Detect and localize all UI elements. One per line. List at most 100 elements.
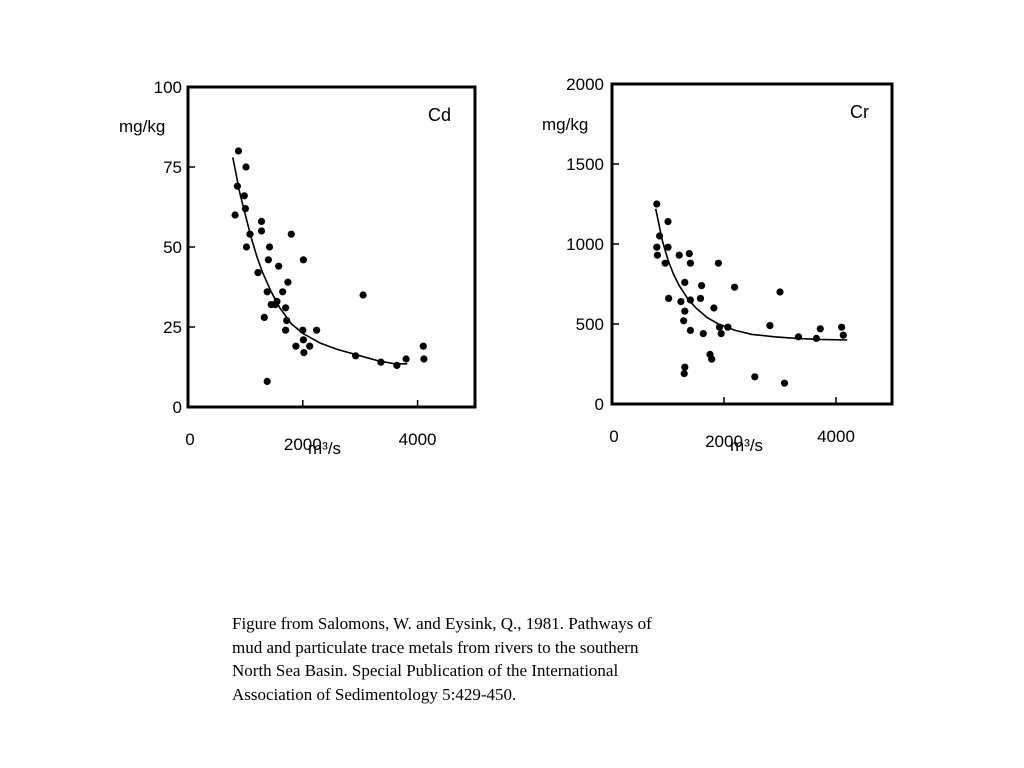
cr-data-point	[681, 278, 689, 286]
cd-y-tick-label: 50	[163, 238, 182, 257]
cr-data-point	[780, 379, 789, 387]
cd-data-point	[260, 313, 268, 321]
cr-data-point	[714, 259, 723, 267]
cr-data-point	[685, 250, 693, 258]
cd-y-axis-unit: mg/kg	[119, 117, 165, 136]
cr-data-point	[696, 294, 705, 302]
cr-data-point	[839, 331, 847, 339]
cd-data-point	[282, 326, 290, 334]
cr-data-point	[724, 323, 732, 331]
cd-plot-frame	[186, 85, 477, 409]
cr-data-point	[653, 200, 661, 208]
cr-data-point	[710, 304, 718, 312]
cr-x-tick-label: 0	[609, 427, 618, 446]
cr-x-tick-label: 2000	[705, 432, 743, 451]
cr-chart: 0 500 1000 1500 2000 0 2000 4000 Cr mg/kg m³/s	[542, 75, 894, 455]
cd-data-point	[420, 355, 428, 363]
cd-data-point	[279, 288, 287, 296]
cd-data-point	[284, 278, 292, 286]
cd-data-point	[242, 163, 250, 171]
cd-data-point	[254, 269, 262, 277]
cd-x-tick-label: 2000	[284, 435, 322, 454]
cr-data-point	[686, 326, 695, 334]
cr-y-tick-label: 2000	[566, 75, 604, 94]
cr-data-point	[715, 323, 724, 331]
cd-data-point	[313, 326, 321, 334]
cd-data-point	[241, 205, 249, 213]
cr-data-point	[686, 259, 695, 267]
cr-data-point	[664, 243, 672, 251]
cd-data-point	[287, 230, 295, 238]
cr-data-point	[717, 330, 725, 338]
cd-data-point	[257, 227, 266, 235]
cr-data-point	[776, 288, 784, 296]
cr-data-point	[838, 323, 846, 331]
cr-data-point	[675, 251, 683, 259]
cr-x-axis-unit: m³/s	[730, 436, 763, 455]
cr-data-point	[751, 373, 759, 381]
cd-y-tick-label: 100	[154, 78, 182, 97]
cr-data-point	[816, 325, 824, 333]
cd-data-point	[359, 291, 367, 299]
cd-x-axis-unit: m³/s	[308, 439, 341, 458]
cd-x-tick-label: 4000	[399, 430, 437, 449]
cr-y-axis-unit: mg/kg	[542, 115, 588, 134]
cr-y-tick-label: 1500	[566, 155, 604, 174]
cr-data-point	[708, 355, 716, 363]
cr-data-point	[681, 307, 689, 315]
cd-data-point	[263, 377, 271, 385]
cr-data-point	[665, 294, 673, 302]
cd-data-point	[263, 288, 271, 296]
cr-y-tick-label: 1000	[566, 235, 604, 254]
cd-data-point	[299, 336, 307, 344]
cr-y-tick-label: 500	[576, 315, 604, 334]
cr-y-tick-label: 0	[595, 395, 604, 414]
cd-data-point	[271, 301, 279, 309]
cd-data-point	[283, 317, 291, 325]
cd-data-point	[299, 326, 307, 334]
caption-line: North Sea Basin. Special Publication of …	[232, 661, 619, 680]
cd-data-point	[377, 358, 385, 366]
cd-data-point	[246, 230, 254, 238]
cr-data-point	[680, 370, 688, 378]
cr-data-point	[661, 259, 669, 267]
cd-data-point	[402, 355, 410, 363]
cr-data-point	[680, 317, 688, 325]
caption-line: mud and particulate trace metals from ri…	[232, 637, 639, 657]
cd-data-point	[393, 361, 401, 369]
cd-fit-curve	[232, 157, 408, 365]
cd-data-point	[240, 192, 248, 200]
cr-data-point	[677, 298, 685, 306]
cd-data-point	[264, 256, 272, 264]
cr-data-point	[794, 333, 803, 341]
cr-panel-label: Cr	[850, 102, 869, 122]
cr-data-point	[731, 283, 739, 291]
cd-marks: 0 25 50 75 100 0 2000 4000	[154, 78, 437, 454]
cd-chart: 0 25 50 75 100 0 2000 4000 Cd mg/kg m³/s	[119, 78, 477, 458]
cd-y-tick-label: 0	[173, 398, 182, 417]
cr-data-point	[653, 251, 662, 259]
cd-data-point	[257, 217, 266, 225]
caption-line: Figure from Salomons, W. and Eysink, Q.,…	[232, 614, 652, 633]
cd-data-point	[275, 262, 283, 270]
cr-fit-curve	[654, 208, 848, 341]
cr-data-point	[812, 334, 821, 342]
cr-plot-frame	[610, 82, 894, 406]
cd-data-point	[306, 342, 314, 350]
cr-data-point	[699, 330, 707, 338]
cr-data-point	[664, 218, 672, 226]
cd-data-point	[292, 342, 300, 350]
cr-x-tick-label: 4000	[817, 427, 855, 446]
cr-data-point	[653, 243, 661, 251]
cd-data-point	[265, 243, 274, 251]
cd-data-point	[242, 243, 251, 251]
cd-panel-label: Cd	[428, 105, 451, 125]
cd-data-point	[352, 352, 360, 360]
cd-data-point	[231, 211, 239, 219]
cr-data-point	[656, 232, 664, 240]
cr-data-point	[698, 282, 706, 290]
cd-data-point	[282, 304, 290, 312]
cd-data-point	[300, 349, 308, 357]
cd-data-point	[233, 182, 241, 190]
